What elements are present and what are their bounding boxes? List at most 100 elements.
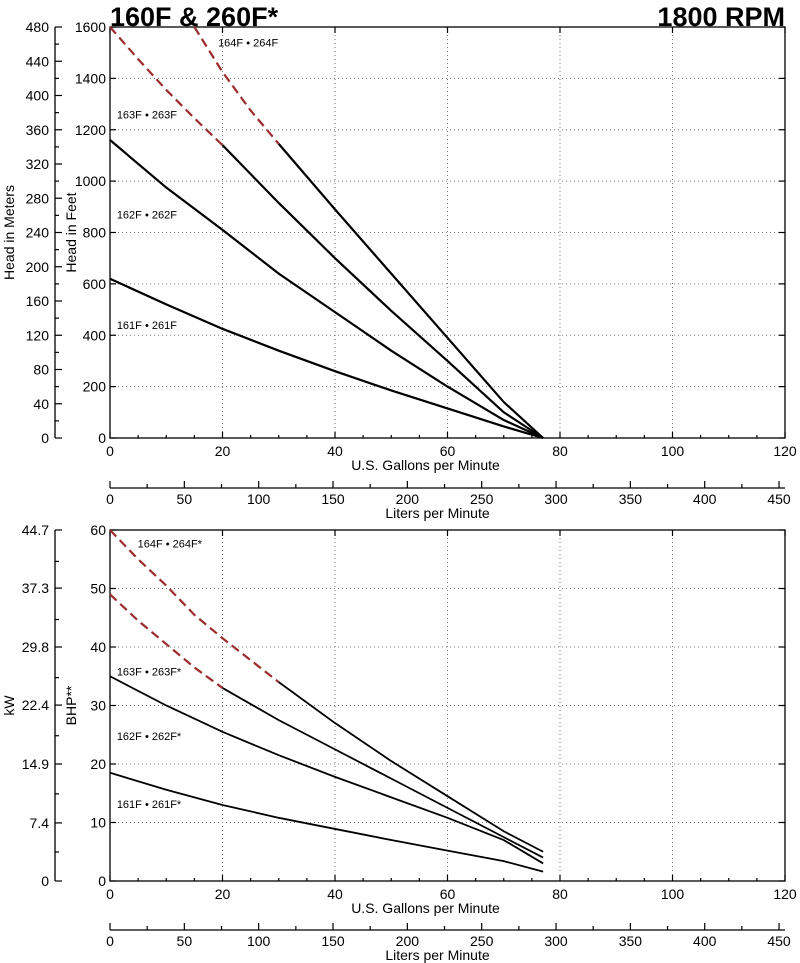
head-series-3-label: 163F • 263F	[117, 109, 177, 121]
power-xtick-label: 20	[215, 886, 231, 902]
power-ytick-label: 30	[90, 698, 106, 714]
power-xaxis-label: U.S. Gallons per Minute	[351, 900, 500, 916]
power-series-1-label: 161F • 261F*	[117, 799, 182, 811]
head-ytick-label: 0	[98, 430, 106, 446]
head-xtick-label: 100	[661, 443, 685, 459]
head-chart: 0 20 40 60 80 100 120 U.S. Gallons per Minute 0 2…	[1, 19, 797, 521]
head-ytick-label: 1600	[75, 19, 106, 35]
power-xtick2-label: 200	[396, 933, 420, 949]
head-xtick2-label: 0	[106, 491, 114, 507]
head-series-2-line	[109, 139, 544, 440]
head-yaxis2-label: Head in Meters	[1, 185, 17, 280]
power-xtick-label: 40	[327, 886, 343, 902]
head-ytick2-label: 480	[26, 19, 50, 35]
power-ytick2-label: 44.7	[22, 522, 49, 538]
power-ytick2-label: 22.4	[22, 697, 49, 713]
head-xtick2-label: 400	[693, 491, 717, 507]
head-xtick-label: 40	[327, 443, 343, 459]
power-series-4-dashed-line	[109, 529, 280, 683]
head-ytick2-label: 360	[26, 122, 50, 138]
power-xtick2-label: 350	[619, 933, 643, 949]
head-series-4-line	[277, 143, 544, 439]
head-series-2-label: 162F • 262F	[117, 210, 177, 222]
head-ytick2-label: 0	[41, 430, 49, 446]
head-xtick2-label: 50	[177, 491, 193, 507]
power-ytick-label: 40	[90, 639, 106, 655]
head-ytick2-label: 320	[26, 156, 50, 172]
power-xtick-label: 120	[773, 886, 797, 902]
head-xaxis-label: U.S. Gallons per Minute	[351, 457, 500, 473]
head-ytick2-label: 120	[26, 327, 50, 343]
power-series-1-line	[109, 771, 544, 873]
head-xtick2-label: 150	[321, 491, 345, 507]
power-xtick2-label: 450	[767, 933, 791, 949]
head-xtick2-label: 250	[470, 491, 494, 507]
power-series-3-label: 163F • 263F*	[117, 667, 182, 679]
power-ytick2-label: 29.8	[22, 639, 49, 655]
power-ytick-label: 20	[90, 756, 106, 772]
power-xtick-label: 80	[552, 886, 568, 902]
head-ytick-label: 200	[83, 379, 107, 395]
head-xtick2-label: 200	[396, 491, 420, 507]
head-ytick-label: 1400	[75, 70, 106, 86]
head-ytick2-label: 80	[33, 362, 49, 378]
power-xtick2-label: 250	[470, 933, 494, 949]
power-ytick2-label: 7.4	[30, 815, 50, 831]
power-ytick2-label: 37.3	[22, 580, 49, 596]
power-yaxis2-label: kW	[1, 695, 17, 716]
head-xtick-label: 20	[215, 443, 231, 459]
head-series-1-line	[109, 277, 544, 440]
head-xtick2-label: 350	[619, 491, 643, 507]
power-yaxis-label: BHP**	[63, 685, 79, 725]
head-ytick-label: 600	[83, 276, 107, 292]
head-ytick-label: 400	[83, 327, 107, 343]
power-ytick2-label: 0	[41, 873, 49, 889]
head-series-1-label: 161F • 261F	[117, 320, 177, 332]
head-xtick-label: 60	[440, 443, 456, 459]
head-ytick-label: 1000	[75, 173, 106, 189]
power-ytick-label: 50	[90, 581, 106, 597]
head-series-3-line	[221, 144, 544, 439]
head-ytick2-label: 280	[26, 190, 50, 206]
head-series-4-label: 164F • 264F	[218, 37, 278, 49]
head-ytick-label: 800	[83, 225, 107, 241]
head-xtick2-label: 450	[767, 491, 791, 507]
power-xtick2-label: 50	[177, 933, 193, 949]
power-ytick-label: 0	[98, 873, 106, 889]
power-series-3-line	[222, 687, 544, 859]
head-plot-frame	[109, 26, 786, 439]
head-ytick2-label: 440	[26, 53, 50, 69]
head-series-3-dashed-line	[109, 26, 224, 146]
head-ytick2-label: 200	[26, 259, 50, 275]
head-ytick-label: 1200	[75, 122, 106, 138]
head-xtick-label: 120	[773, 443, 797, 459]
power-xtick2-label: 100	[247, 933, 271, 949]
head-ytick2-label: 240	[26, 225, 50, 241]
power-series-2-label: 162F • 262F*	[117, 731, 182, 743]
head-xtick2-label: 300	[544, 491, 568, 507]
head-xaxis2-label: Liters per Minute	[385, 505, 489, 521]
power-ytick-label: 60	[90, 522, 106, 538]
power-xtick2-label: 0	[106, 933, 114, 949]
power-ytick-label: 10	[90, 815, 106, 831]
power-series-4-line	[278, 681, 544, 853]
head-series-4-dashed-line	[193, 26, 280, 145]
power-xtick2-label: 150	[321, 933, 345, 949]
head-ytick2-label: 400	[26, 88, 50, 104]
power-xtick-label: 100	[661, 886, 685, 902]
head-ytick2-label: 40	[33, 396, 49, 412]
power-series-2-line	[109, 675, 544, 865]
power-xtick-label: 60	[440, 886, 456, 902]
power-series-3-dashed-line	[109, 593, 224, 689]
head-xtick-label: 0	[106, 443, 114, 459]
power-ytick2-label: 14.9	[22, 756, 49, 772]
power-xtick2-label: 400	[693, 933, 717, 949]
head-yaxis-label: Head in Feet	[63, 192, 79, 272]
power-xaxis2-label: Liters per Minute	[385, 947, 489, 963]
head-xtick2-label: 100	[247, 491, 271, 507]
power-xtick2-label: 300	[544, 933, 568, 949]
head-ytick2-label: 160	[26, 293, 50, 309]
